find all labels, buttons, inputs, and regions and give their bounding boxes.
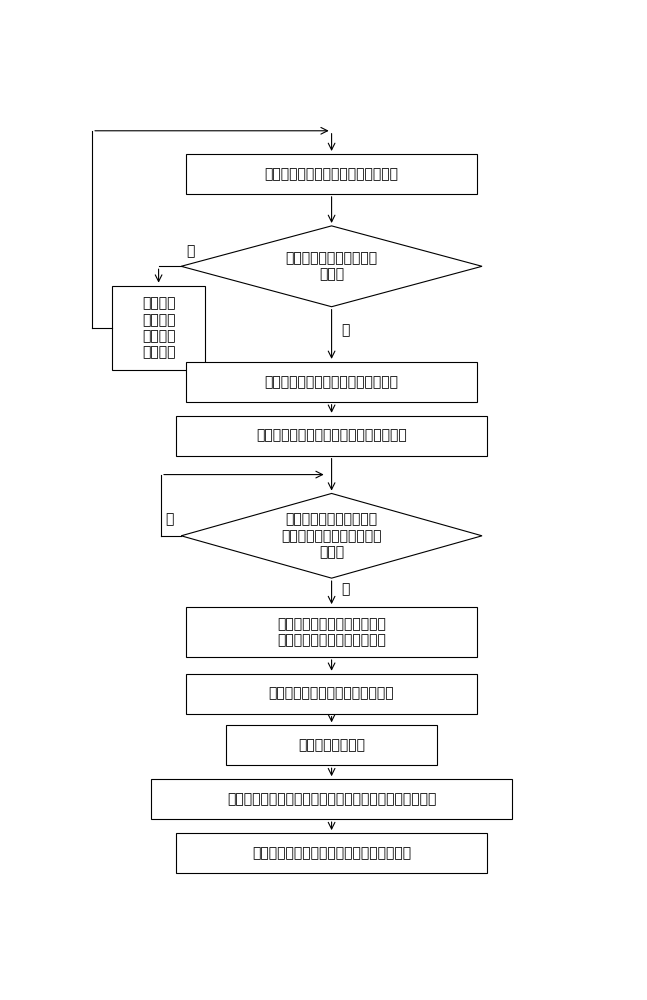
Bar — [151, 779, 512, 819]
Text: 提示用户输入留言: 提示用户输入留言 — [298, 738, 365, 752]
Polygon shape — [181, 226, 482, 307]
Text: 将生成的二维码显示在电子墨水显示屏上: 将生成的二维码显示在电子墨水显示屏上 — [256, 429, 407, 443]
Bar — [186, 607, 477, 657]
Bar — [176, 416, 487, 456]
Bar — [226, 725, 437, 765]
Text: 是: 是 — [342, 323, 350, 337]
Text: 否: 否 — [165, 513, 173, 527]
Text: 向电子墨
水显示屏
发送错误
提示信息: 向电子墨 水显示屏 发送错误 提示信息 — [142, 297, 175, 359]
Polygon shape — [181, 493, 482, 578]
Text: 读取射频识别模块发来的射频卡信息: 读取射频识别模块发来的射频卡信息 — [265, 167, 399, 181]
Text: 自动退出登录，同时删除电子墨水显示屏上所显示的内容: 自动退出登录，同时删除电子墨水显示屏上所显示的内容 — [227, 792, 436, 806]
Text: 将对应设备的型号以及当前运
行状态发送至电子墨水显示屏: 将对应设备的型号以及当前运 行状态发送至电子墨水显示屏 — [277, 617, 386, 647]
Text: 将历史留言发送至电子墨水显示屏: 将历史留言发送至电子墨水显示屏 — [269, 687, 395, 701]
Text: 接收手机发来的用户名和
密码，判断该用户是否为授
权用户: 接收手机发来的用户名和 密码，判断该用户是否为授 权用户 — [281, 513, 382, 559]
Text: 是: 是 — [342, 582, 350, 596]
Bar — [186, 362, 477, 402]
Text: 否: 否 — [186, 245, 195, 259]
Bar — [112, 286, 205, 370]
Text: 使最近一次生成的二维码成为无效的二维码: 使最近一次生成的二维码成为无效的二维码 — [252, 846, 411, 860]
Text: 判断该射频卡是否为授权
射频卡: 判断该射频卡是否为授权 射频卡 — [285, 251, 378, 281]
Text: 根据用户登录界面的链接生成二维码: 根据用户登录界面的链接生成二维码 — [265, 375, 399, 389]
Bar — [176, 833, 487, 873]
Bar — [186, 674, 477, 714]
Bar — [186, 154, 477, 194]
